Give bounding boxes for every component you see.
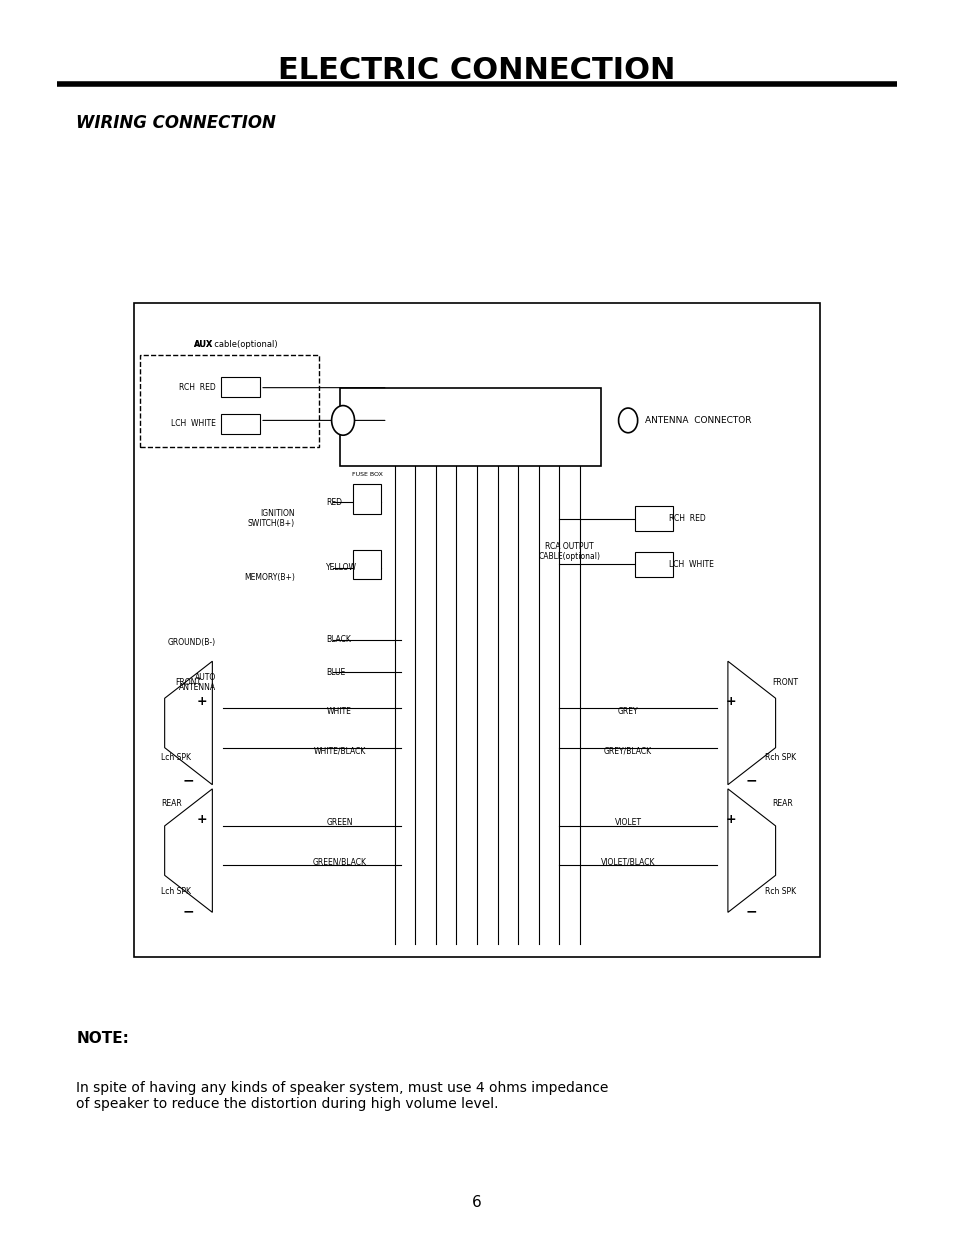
Text: −: − [183, 773, 194, 788]
Text: REAR: REAR [772, 799, 792, 808]
Text: FUSE BOX: FUSE BOX [352, 472, 382, 477]
Text: ELECTRIC CONNECTION: ELECTRIC CONNECTION [278, 56, 675, 84]
Polygon shape [165, 661, 213, 784]
Circle shape [618, 408, 637, 432]
Text: RED: RED [326, 498, 341, 506]
Text: +: + [196, 695, 208, 709]
Bar [353, 484, 381, 514]
Text: 6: 6 [472, 1195, 481, 1210]
Text: WHITE: WHITE [327, 708, 352, 716]
Text: AUX: AUX [193, 340, 213, 348]
Text: WIRING CONNECTION: WIRING CONNECTION [76, 114, 276, 132]
Bar [353, 550, 381, 579]
Bar [635, 506, 673, 531]
Polygon shape [727, 661, 775, 784]
Text: Rch SPK: Rch SPK [764, 753, 796, 762]
Bar [133, 303, 820, 957]
Text: Rch SPK: Rch SPK [764, 887, 796, 897]
Text: LCH  WHITE: LCH WHITE [171, 419, 215, 429]
Text: −: − [745, 773, 757, 788]
Text: GROUND(B-): GROUND(B-) [168, 638, 215, 647]
Text: WHITE/BLACK: WHITE/BLACK [314, 746, 365, 756]
Bar [635, 552, 673, 577]
Bar [339, 388, 600, 467]
Text: Lch SPK: Lch SPK [161, 887, 191, 897]
Text: AUTO
ANTENNA: AUTO ANTENNA [178, 673, 215, 692]
Text: Lch SPK: Lch SPK [161, 753, 191, 762]
Polygon shape [727, 789, 775, 913]
Text: BLACK: BLACK [326, 635, 351, 645]
Polygon shape [165, 789, 213, 913]
Text: MEMORY(B+): MEMORY(B+) [244, 573, 294, 582]
Text: GREEN: GREEN [326, 819, 353, 827]
Bar [220, 414, 260, 433]
Text: RCA OUTPUT
CABLE(optional): RCA OUTPUT CABLE(optional) [538, 542, 600, 561]
Text: +: + [196, 813, 208, 826]
Text: −: − [745, 904, 757, 919]
Text: GREEN/BLACK: GREEN/BLACK [313, 858, 366, 867]
Text: FRONT: FRONT [772, 678, 798, 687]
Text: −: − [183, 904, 194, 919]
Text: In spite of having any kinds of speaker system, must use 4 ohms impedance
of spe: In spite of having any kinds of speaker … [76, 1081, 608, 1110]
Text: BLUE: BLUE [326, 668, 345, 677]
Text: LCH  WHITE: LCH WHITE [669, 559, 714, 569]
Text: YELLOW: YELLOW [326, 563, 356, 572]
Text: IGNITION
SWITCH(B+): IGNITION SWITCH(B+) [248, 509, 294, 529]
Text: REAR: REAR [161, 799, 182, 808]
Circle shape [332, 405, 355, 435]
Text: RCH  RED: RCH RED [179, 383, 215, 391]
Text: GREY: GREY [618, 708, 638, 716]
Text: VIOLET: VIOLET [614, 819, 641, 827]
Text: NOTE:: NOTE: [76, 1031, 129, 1046]
Text: +: + [725, 695, 736, 709]
Text: GREY/BLACK: GREY/BLACK [603, 746, 652, 756]
Text: +: + [725, 813, 736, 826]
Text: RCH  RED: RCH RED [669, 514, 705, 524]
Bar [220, 377, 260, 396]
Text: FRONT: FRONT [175, 678, 201, 687]
Text: VIOLET/BLACK: VIOLET/BLACK [600, 858, 655, 867]
Text: AUX cable(optional): AUX cable(optional) [193, 340, 277, 348]
FancyBboxPatch shape [140, 354, 318, 447]
Text: ANTENNA  CONNECTOR: ANTENNA CONNECTOR [644, 416, 751, 425]
